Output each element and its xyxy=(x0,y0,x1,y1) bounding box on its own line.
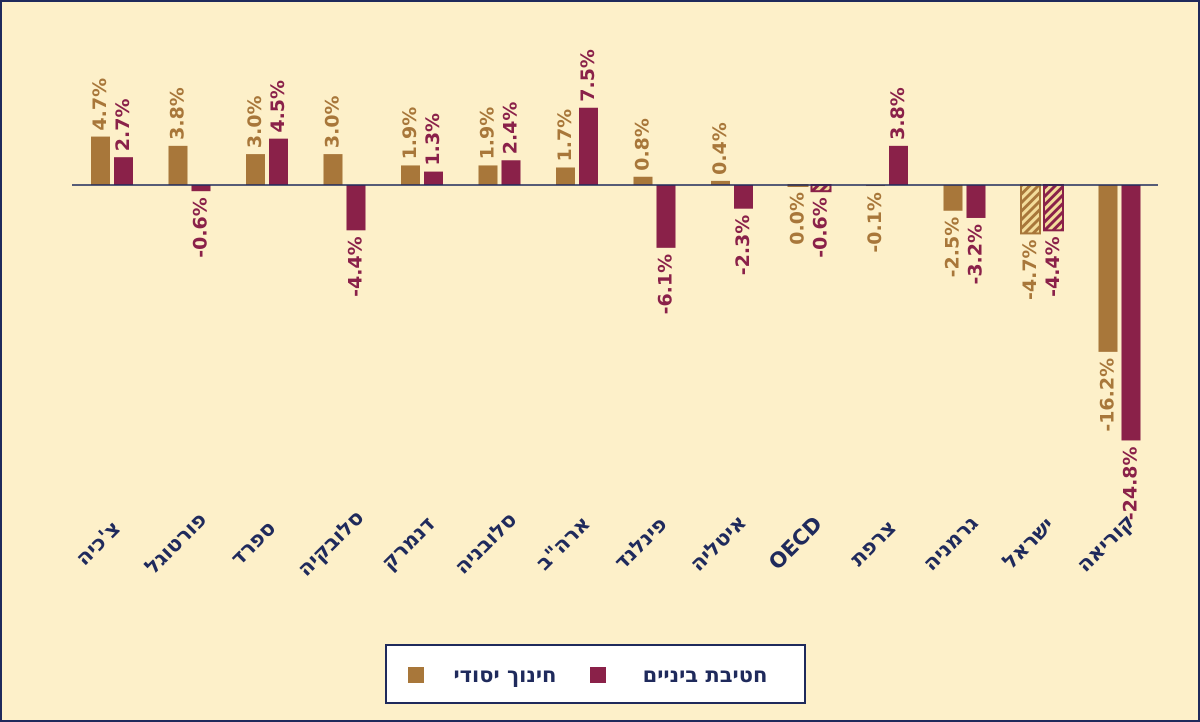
data-label: -0.6% xyxy=(190,197,212,258)
bar xyxy=(711,180,730,185)
bar xyxy=(943,185,963,211)
data-label: 7.5% xyxy=(577,49,599,102)
bar xyxy=(269,138,288,185)
bar xyxy=(246,154,265,185)
bar xyxy=(1121,185,1141,441)
bar xyxy=(1043,184,1064,232)
data-label: -0.6% xyxy=(810,197,832,258)
bar xyxy=(346,185,366,231)
data-label: -2.5% xyxy=(942,217,964,278)
bar xyxy=(501,160,521,185)
data-label: 0.0% xyxy=(787,192,809,245)
data-label: 4.5% xyxy=(267,80,289,133)
bar xyxy=(191,185,211,192)
bar xyxy=(478,165,498,185)
legend-label: חינוך יסודי xyxy=(454,663,557,687)
data-label: 3.8% xyxy=(887,87,909,140)
bar xyxy=(424,171,443,185)
data-label: 3.0% xyxy=(244,95,266,148)
data-label: 3.0% xyxy=(322,95,344,148)
data-label: -16.2% xyxy=(1097,358,1119,432)
bar xyxy=(91,136,110,185)
bar xyxy=(889,145,908,185)
data-label: 1.9% xyxy=(477,107,499,160)
data-label: -0.1% xyxy=(864,192,886,253)
bar xyxy=(401,165,420,185)
bar xyxy=(579,107,598,185)
data-label: 1.9% xyxy=(399,107,421,160)
bar xyxy=(114,157,133,185)
bar xyxy=(323,154,343,185)
data-label: -4.7% xyxy=(1019,239,1041,300)
data-label: 1.7% xyxy=(554,109,576,162)
bar xyxy=(656,185,676,248)
bar xyxy=(633,176,653,185)
data-label: -6.1% xyxy=(655,254,677,315)
bar xyxy=(1020,184,1041,235)
data-label: 2.4% xyxy=(500,102,522,155)
bar xyxy=(556,167,575,185)
data-label: -4.4% xyxy=(345,236,367,297)
data-label: -4.4% xyxy=(1042,236,1064,297)
data-label: 3.8% xyxy=(167,87,189,140)
bar xyxy=(734,185,753,209)
bar xyxy=(966,185,986,218)
legend-swatch xyxy=(408,667,424,683)
bar xyxy=(168,145,188,185)
data-label: 0.4% xyxy=(709,122,731,175)
data-label: -2.3% xyxy=(732,215,754,276)
data-label: 4.7% xyxy=(89,78,111,131)
legend-label: חטיבת ביניים xyxy=(643,663,768,687)
data-label: 0.8% xyxy=(632,118,654,171)
bar xyxy=(810,184,832,193)
data-label: 1.3% xyxy=(422,113,444,166)
data-label: 2.7% xyxy=(112,98,134,151)
bar xyxy=(1098,185,1118,352)
data-label: -3.2% xyxy=(965,224,987,285)
legend-swatch xyxy=(590,667,606,683)
data-label: -24.8% xyxy=(1120,446,1142,520)
